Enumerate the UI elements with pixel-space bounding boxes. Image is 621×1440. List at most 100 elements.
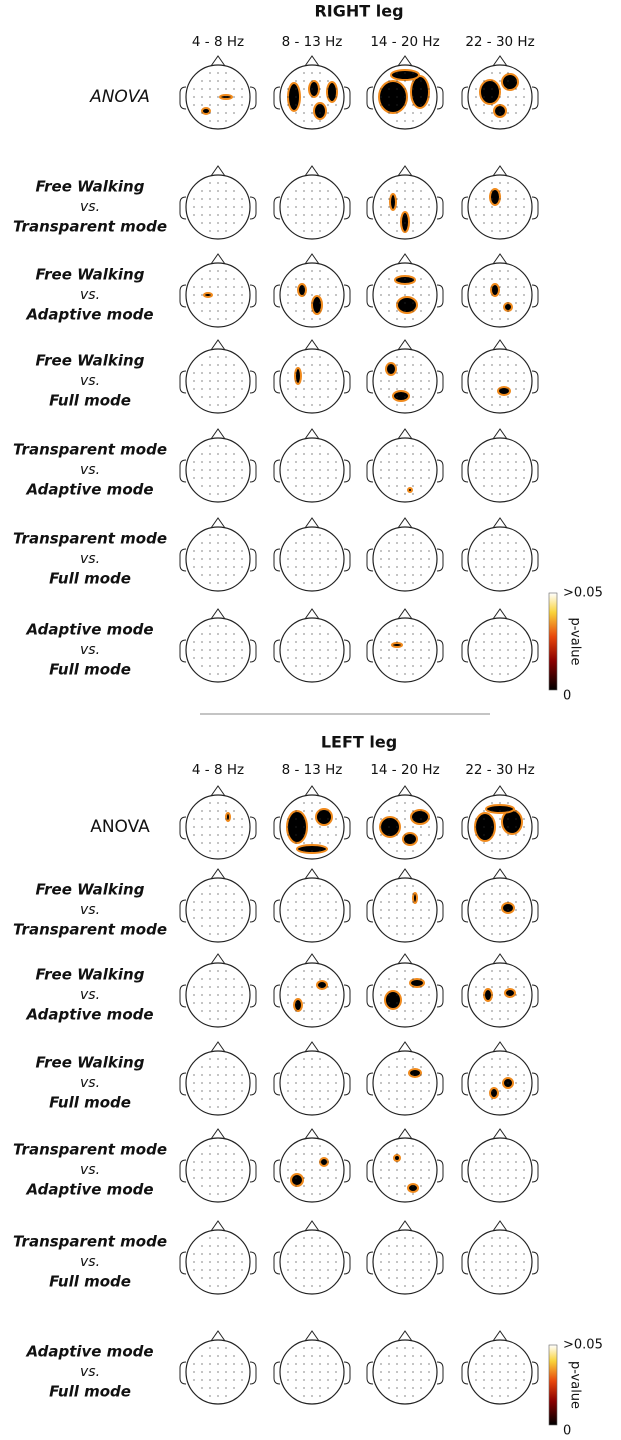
electrode	[491, 566, 493, 568]
electrode	[319, 850, 321, 852]
electrode	[420, 1261, 422, 1263]
electrode	[295, 1269, 297, 1271]
electrode	[515, 310, 517, 312]
electrode	[335, 214, 337, 216]
electrode	[335, 477, 337, 479]
electrode	[388, 917, 390, 919]
electrode	[217, 1169, 219, 1171]
electrode	[412, 278, 414, 280]
topoplot	[366, 165, 444, 240]
row-label: Adaptive mode	[25, 481, 153, 499]
electrode	[335, 1379, 337, 1381]
electrode	[225, 88, 227, 90]
electrode	[209, 534, 211, 536]
electrode	[412, 477, 414, 479]
electrode	[515, 641, 517, 643]
electrode	[225, 917, 227, 919]
electrode	[388, 396, 390, 398]
electrode	[380, 477, 382, 479]
electrode	[412, 445, 414, 447]
electrode	[201, 1355, 203, 1357]
electrode	[209, 550, 211, 552]
electrode	[388, 1379, 390, 1381]
electrode	[396, 1277, 398, 1279]
ear	[531, 1072, 539, 1096]
blob	[410, 809, 430, 825]
electrode	[311, 818, 313, 820]
electrode	[287, 1177, 289, 1179]
electrode	[311, 665, 313, 667]
blob	[410, 75, 430, 109]
electrode	[380, 826, 382, 828]
electrode	[515, 665, 517, 667]
electrode	[388, 1387, 390, 1389]
electrode	[217, 270, 219, 272]
electrode	[428, 1169, 430, 1171]
electrode	[491, 294, 493, 296]
electrode	[225, 574, 227, 576]
nose	[492, 1128, 508, 1140]
electrode	[311, 842, 313, 844]
electrode	[201, 190, 203, 192]
electrode	[303, 978, 305, 980]
electrode	[396, 396, 398, 398]
electrode	[233, 453, 235, 455]
electrode	[193, 917, 195, 919]
electrode	[225, 1395, 227, 1397]
electrode	[499, 1245, 501, 1247]
electrode	[233, 1245, 235, 1247]
topoplot	[273, 868, 351, 943]
electrode	[420, 278, 422, 280]
electrode	[507, 1161, 509, 1163]
electrode	[396, 917, 398, 919]
electrode	[499, 893, 501, 895]
electrode	[380, 1090, 382, 1092]
electrode	[507, 206, 509, 208]
electrode	[335, 1169, 337, 1171]
electrode	[491, 909, 493, 911]
electrode	[388, 372, 390, 374]
electrode	[491, 1002, 493, 1004]
electrode	[507, 1371, 509, 1373]
blob	[490, 283, 500, 297]
electrode	[420, 206, 422, 208]
electrode	[507, 970, 509, 972]
electrode	[303, 1010, 305, 1012]
electrode	[335, 104, 337, 106]
electrode	[412, 909, 414, 911]
electrode	[396, 302, 398, 304]
electrode	[209, 1153, 211, 1155]
nose	[397, 517, 413, 529]
electrode	[428, 1082, 430, 1084]
electrode	[217, 1106, 219, 1108]
electrode	[233, 388, 235, 390]
ear	[249, 1159, 257, 1183]
electrode	[499, 1177, 501, 1179]
electrode	[475, 550, 477, 552]
electrode	[396, 1253, 398, 1255]
electrode	[233, 1098, 235, 1100]
electrode	[491, 649, 493, 651]
electrode	[201, 1363, 203, 1365]
electrode	[225, 1002, 227, 1004]
electrode	[507, 112, 509, 114]
electrode	[319, 469, 321, 471]
electrode	[515, 286, 517, 288]
electrode	[311, 1058, 313, 1060]
electrode	[319, 112, 321, 114]
electrode	[523, 1363, 525, 1365]
electrode	[507, 318, 509, 320]
ear	[343, 639, 351, 663]
ear	[179, 284, 187, 308]
nose	[397, 1330, 413, 1342]
electrode	[523, 1253, 525, 1255]
electrode	[475, 214, 477, 216]
electrode	[499, 970, 501, 972]
electrode	[388, 278, 390, 280]
electrode	[335, 1177, 337, 1179]
electrode	[295, 364, 297, 366]
electrode	[225, 380, 227, 382]
electrode	[193, 461, 195, 463]
electrode	[491, 850, 493, 852]
electrode	[319, 1082, 321, 1084]
